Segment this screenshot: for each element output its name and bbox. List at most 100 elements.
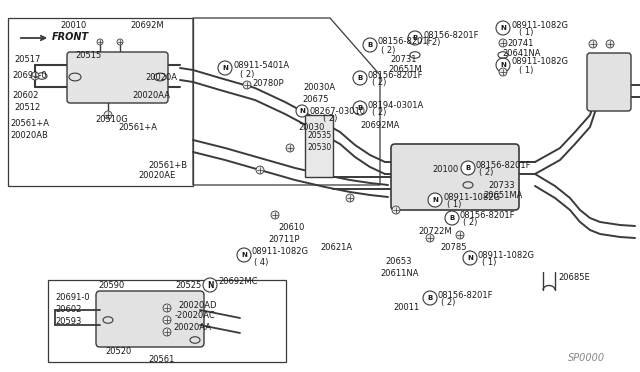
FancyBboxPatch shape [67, 52, 168, 103]
Circle shape [408, 31, 422, 45]
Text: 20515: 20515 [75, 51, 101, 60]
Text: 20611NA: 20611NA [380, 269, 419, 278]
Text: N: N [222, 65, 228, 71]
Circle shape [392, 206, 400, 214]
Circle shape [203, 278, 217, 292]
Bar [8, 18, 193, 186]
FancyBboxPatch shape [391, 144, 519, 210]
Text: FRONT: FRONT [52, 32, 89, 42]
Text: 20535: 20535 [307, 131, 332, 140]
Text: 08156-8201F: 08156-8201F [378, 38, 433, 46]
Text: 20641NA: 20641NA [502, 49, 541, 58]
Text: 20651MA: 20651MA [483, 190, 522, 199]
Circle shape [461, 161, 475, 175]
Text: N: N [500, 25, 506, 31]
Text: 20731: 20731 [390, 55, 417, 64]
Text: SP0000: SP0000 [568, 353, 605, 363]
Text: 20590: 20590 [98, 280, 124, 289]
Text: 20621A: 20621A [320, 244, 352, 253]
Text: 20653: 20653 [385, 257, 412, 266]
Text: 20517: 20517 [14, 55, 40, 64]
Text: 08911-1082G: 08911-1082G [478, 250, 535, 260]
Circle shape [117, 39, 123, 45]
Text: ( 1): ( 1) [519, 65, 533, 74]
Text: 20010: 20010 [60, 20, 86, 29]
Circle shape [271, 211, 279, 219]
Text: -20020AC: -20020AC [175, 311, 216, 321]
Text: 20020AA: 20020AA [173, 324, 211, 333]
Text: ( 2): ( 2) [381, 45, 396, 55]
Circle shape [218, 61, 232, 75]
Text: 20530: 20530 [307, 144, 332, 153]
Circle shape [606, 40, 614, 48]
Circle shape [163, 316, 171, 324]
Circle shape [346, 194, 354, 202]
Circle shape [363, 38, 377, 52]
Text: 20030A: 20030A [303, 83, 335, 93]
Bar [48, 280, 286, 362]
Circle shape [163, 328, 171, 336]
Text: N: N [207, 280, 213, 289]
Text: 20100: 20100 [432, 166, 458, 174]
Text: 20602: 20602 [12, 90, 38, 99]
Text: N: N [299, 108, 305, 114]
Text: 20651M: 20651M [388, 65, 422, 74]
Circle shape [428, 193, 442, 207]
Text: ( 1): ( 1) [447, 201, 461, 209]
Text: 20675: 20675 [302, 96, 328, 105]
Circle shape [445, 211, 459, 225]
Circle shape [286, 144, 294, 152]
Text: ( 2): ( 2) [463, 218, 477, 228]
Text: B: B [412, 35, 418, 41]
Text: 20691-0: 20691-0 [55, 294, 90, 302]
Text: 20561+B: 20561+B [148, 160, 187, 170]
Text: 20691-0: 20691-0 [12, 71, 47, 80]
Text: ( 2): ( 2) [426, 38, 440, 48]
Text: 20593: 20593 [55, 317, 81, 327]
Circle shape [426, 234, 434, 242]
Text: B: B [449, 215, 454, 221]
Text: 20520: 20520 [105, 347, 131, 356]
Text: 20692M: 20692M [130, 20, 164, 29]
Text: 20692MC: 20692MC [218, 278, 257, 286]
Text: 08156-8201F: 08156-8201F [438, 291, 493, 299]
Text: 20692MA: 20692MA [360, 121, 399, 129]
Text: 20020AA: 20020AA [132, 90, 170, 99]
Text: N: N [467, 255, 473, 261]
Text: 20011: 20011 [393, 304, 419, 312]
Circle shape [496, 21, 510, 35]
Text: N: N [500, 62, 506, 68]
Text: 08156-8201F: 08156-8201F [460, 211, 515, 219]
Circle shape [496, 58, 510, 72]
Text: 20741: 20741 [507, 38, 533, 48]
Text: B: B [428, 295, 433, 301]
Text: 20020A: 20020A [145, 74, 177, 83]
Text: 08267-03010: 08267-03010 [310, 106, 366, 115]
Text: N: N [241, 252, 247, 258]
Text: 20561: 20561 [148, 356, 174, 365]
Circle shape [456, 231, 464, 239]
Text: 20722M: 20722M [418, 228, 452, 237]
Circle shape [163, 304, 171, 312]
Text: 08911-5401A: 08911-5401A [233, 61, 289, 70]
Text: ( 2): ( 2) [441, 298, 456, 308]
Text: 08911-1082G: 08911-1082G [511, 20, 568, 29]
FancyBboxPatch shape [96, 291, 204, 347]
Text: 20525: 20525 [175, 280, 201, 289]
Circle shape [104, 111, 112, 119]
Text: 08194-0301A: 08194-0301A [368, 100, 424, 109]
Circle shape [296, 105, 308, 117]
Text: 20780P: 20780P [252, 78, 284, 87]
Text: B: B [357, 75, 363, 81]
Circle shape [353, 101, 367, 115]
Circle shape [353, 71, 367, 85]
Text: 08156-8201F: 08156-8201F [423, 31, 479, 39]
Text: 20711P: 20711P [268, 235, 300, 244]
Text: ( 2): ( 2) [372, 109, 387, 118]
Text: 20561+A: 20561+A [10, 119, 49, 128]
Text: ( 2): ( 2) [240, 70, 254, 78]
Text: B: B [357, 105, 363, 111]
Text: 20602: 20602 [55, 305, 81, 314]
Circle shape [97, 39, 103, 45]
Circle shape [463, 251, 477, 265]
